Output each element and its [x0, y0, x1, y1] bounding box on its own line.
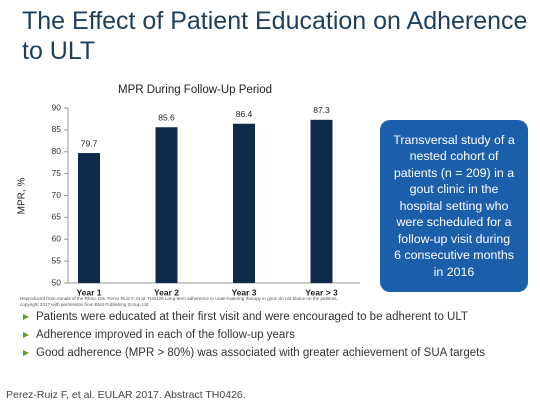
bullet: Adherence improved in each of the follow…	[20, 328, 525, 342]
y-tick-label: 60	[52, 234, 62, 244]
citation: Perez-Ruiz F, et al. EULAR 2017. Abstrac…	[6, 389, 246, 401]
source-note: Reproduced from Annals of the Rheu. Dis.…	[20, 296, 338, 307]
callout-line: gout clinic in the	[409, 182, 499, 197]
y-tick-label: 65	[52, 212, 62, 222]
callout-line: hospital setting who	[399, 198, 509, 213]
x-tick-label: Year > 3	[305, 287, 338, 297]
callout-line: nested cohort of	[409, 149, 499, 164]
callout-line: were scheduled for a	[396, 215, 512, 230]
value-label: 86.4	[236, 109, 253, 119]
bullet: Patients were educated at their first vi…	[20, 310, 525, 324]
y-tick-label: 55	[52, 255, 62, 265]
y-axis-label: MPR, %	[17, 178, 28, 215]
callout-line: Transversal study of a	[393, 132, 515, 147]
callout-line: patients (n = 209) in a	[393, 165, 515, 180]
chart-title: MPR During Follow-Up Period	[118, 84, 272, 96]
slide-title: The Effect of Patient Education on Adher…	[22, 7, 528, 65]
bullet-list: Patients were educated at their first vi…	[20, 310, 525, 364]
y-tick-label: 75	[52, 168, 62, 178]
y-tick-label: 70	[52, 190, 62, 200]
x-tick-label: Year 1	[76, 287, 101, 297]
y-tick-label: 85	[52, 124, 62, 134]
chart: MPR During Follow-Up Period MPR, % 50 55 6…	[17, 84, 360, 297]
value-label: 79.7	[81, 138, 98, 148]
y-tick-label: 80	[52, 146, 62, 156]
value-label: 87.3	[313, 105, 330, 115]
x-tick-label: Year 3	[231, 287, 256, 297]
bar	[233, 123, 255, 283]
bullet: Good adherence (MPR > 80%) was associate…	[20, 346, 525, 360]
callout-line: in 2016	[433, 264, 475, 279]
callout-box: Transversal study of a nested cohort of pa…	[380, 120, 528, 292]
value-label: 85.6	[158, 113, 175, 123]
x-tick-label: Year 2	[154, 287, 179, 297]
y-tick-label: 50	[52, 277, 62, 287]
bar	[310, 119, 333, 283]
y-tick-label: 90	[52, 102, 62, 112]
callout-line: 6 consecutive months	[394, 248, 514, 263]
callout-line: follow-up visit during	[397, 231, 511, 246]
bar	[155, 127, 178, 283]
bar	[78, 153, 100, 283]
